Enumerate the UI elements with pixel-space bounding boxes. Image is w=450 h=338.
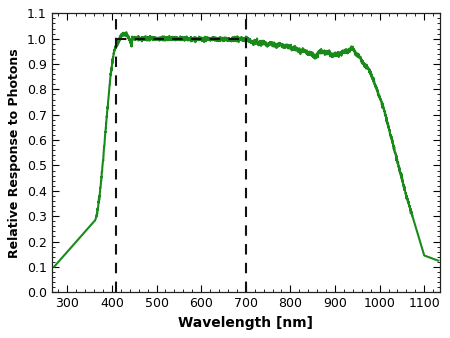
Y-axis label: Relative Response to Photons: Relative Response to Photons [9, 48, 21, 258]
X-axis label: Wavelength [nm]: Wavelength [nm] [178, 316, 313, 330]
